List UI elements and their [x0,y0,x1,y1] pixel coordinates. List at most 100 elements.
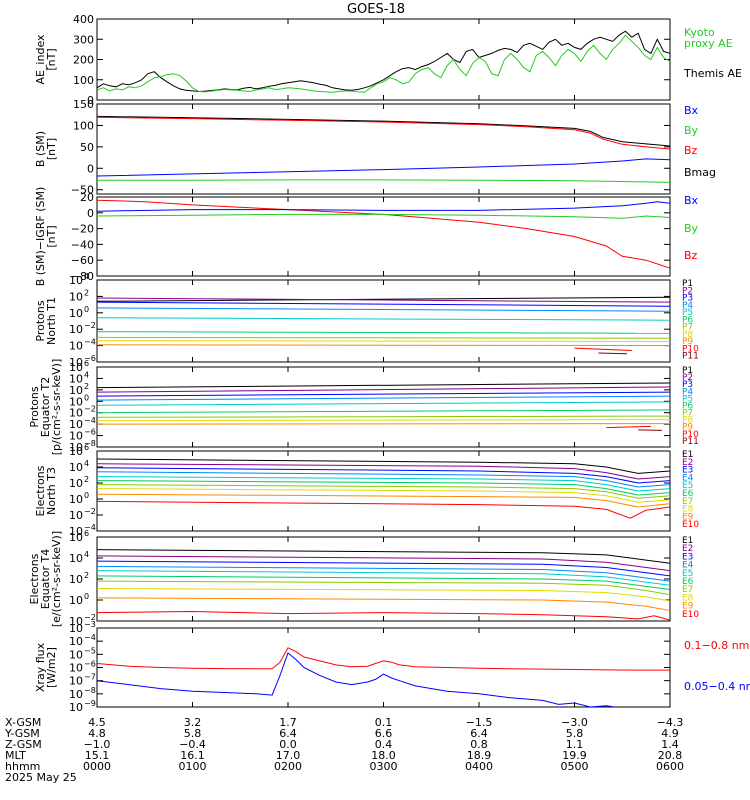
y-axis-label: B (SM) [34,131,47,167]
series-line-p7 [97,336,670,339]
legend-entry: P8 [682,416,693,426]
y-tick-label: 10 [69,552,83,565]
y-tick-exponent: 2 [84,475,89,484]
legend-entry: E6 [682,577,694,587]
y-tick-exponent: −2 [84,321,96,330]
y-tick-exponent: 2 [84,382,89,391]
series-line-e1 [97,549,670,564]
legend-entry: E8 [682,505,694,515]
legend-entry: Bz [684,249,698,262]
panel-bigrf: 20 0 −20 −40 −60 −80 B (SM)−IGRF (SM)[nT] Bx By B… [34,187,699,287]
panel-frame [96,279,671,363]
y-axis-label: North T3 [45,467,58,515]
legend-entry: P9 [682,423,693,433]
legend-entry: P5 [682,394,693,404]
y-axis-label: [e/(cm²-s-sr-keV)] [50,531,63,627]
y-tick-exponent: −6 [84,354,96,363]
legend-entry: E10 [682,610,699,620]
y-axis-label: [nT] [45,225,58,247]
ephemeris-value: 16.1 [180,749,205,762]
ephemeris-value: 0100 [179,760,207,773]
y-tick-exponent: −8 [84,686,96,695]
legend-entry: E6 [682,489,694,499]
ephemeris-table: X-GSM 4.5 3.2 1.7 0.1 −1.5 −3.0 −4.3 Y-GSM 4.8 5.8… [4,716,684,784]
legend-entry: E8 [682,593,694,603]
y-axis-label: [W/m2] [45,647,58,688]
legend-entry: Bmag [684,166,716,179]
legend-entry: P9 [682,337,693,347]
y-tick-exponent: 4 [84,370,89,379]
y-tick-label: 10 [69,622,83,635]
legend-entry: E9 [682,512,694,522]
y-axis-label: Electrons [28,553,41,604]
y-tick-label: −20 [71,223,94,236]
series-line-p11 [598,352,628,355]
ephemeris-value: 18.9 [467,749,492,762]
series-line-p8 [97,340,670,342]
y-axis-label: North T1 [45,297,58,345]
y-tick-exponent: 4 [84,459,89,468]
y-tick-label: 10 [69,418,83,431]
panel-frame [96,366,671,448]
series-line-p11 [638,429,663,431]
y-tick-label: 10 [69,395,83,408]
legend-entry: P2 [682,286,693,296]
y-tick-exponent: 2 [84,288,89,297]
series-line-e9 [97,597,670,611]
y-tick-exponent: 0 [84,592,89,601]
chart-title: GOES-18 [347,2,405,17]
y-axis-label: Equator T2 [39,377,52,437]
legend-entry: E4 [682,473,694,483]
legend-entry: P7 [682,323,693,333]
y-tick-label: 10 [69,662,83,675]
y-tick-label: 10 [69,477,83,490]
ephemeris-value: 1.7 [279,716,297,729]
series-line-by [97,179,670,183]
ephemeris-row-label: Y-GSM [4,727,40,740]
ephemeris-value: −4.3 [657,716,684,729]
ephemeris-value: 0.0 [279,738,297,751]
ephemeris-row-label: MLT [5,749,26,762]
legend-entry: Bz [684,144,698,157]
series-line-p3 [97,301,670,307]
series-line-p3 [97,391,670,397]
series-line-p5 [97,401,670,406]
y-tick-label: 10 [69,372,83,385]
y-tick-label: 10 [69,441,83,454]
ephemeris-value: −3.0 [561,716,588,729]
legend-entry: P2 [682,373,693,383]
legend-entry: P1 [682,279,693,289]
ephemeris-value: 0600 [656,760,684,773]
y-tick-label: 10 [69,461,83,474]
legend-entry: E4 [682,561,694,571]
y-tick-exponent: −4 [84,338,96,347]
legend-entry: E1 [682,450,693,460]
legend-entry: P4 [682,301,693,311]
legend-entry: By [684,124,699,137]
legend-entry: E2 [682,544,693,554]
y-tick-label: 10 [69,688,83,701]
legend-entry: P6 [682,315,693,325]
series-line-bz [97,116,670,150]
y-tick-exponent: −7 [84,673,96,682]
series-line-e10 [97,610,670,621]
ephemeris-value: 5.8 [566,727,584,740]
legend-entry: E7 [682,497,693,507]
ephemeris-value: −0.4 [179,738,206,751]
series-line-themis-ae [97,30,670,93]
y-tick-label: −50 [71,184,94,197]
y-axis-label: Xray flux [34,642,47,692]
legend-entry: proxy AE [684,37,733,50]
y-tick-exponent: −4 [84,523,96,532]
ephemeris-value: 20.8 [658,749,683,762]
series-line-p4 [97,395,670,401]
ephemeris-row-label: hhmm [5,760,40,773]
series-line-p9 [97,344,670,347]
y-axis-label: [nT] [45,48,58,70]
legend-entry: E2 [682,458,693,468]
date-label: 2025 May 25 [5,771,77,784]
y-tick-exponent: 0 [84,491,89,500]
y-axis-label: [nT] [45,138,58,160]
